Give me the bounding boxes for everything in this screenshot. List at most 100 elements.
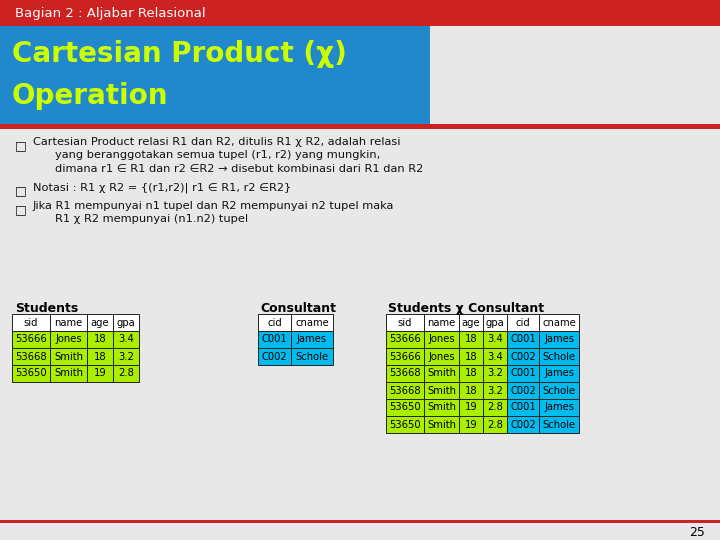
Bar [386, 365, 424, 382]
Text: 53666: 53666 [15, 334, 47, 345]
Bar [459, 399, 483, 416]
Text: C002: C002 [510, 386, 536, 395]
Text: Students: Students [15, 302, 78, 315]
Bar [424, 382, 459, 399]
Bar [539, 416, 579, 433]
Text: Schole: Schole [542, 352, 575, 361]
Text: C001: C001 [510, 368, 536, 379]
Text: 18: 18 [94, 352, 107, 361]
Text: Bagian 2 : Aljabar Relasional: Bagian 2 : Aljabar Relasional [15, 6, 206, 19]
Text: sid: sid [24, 318, 38, 327]
Text: 53668: 53668 [390, 368, 420, 379]
Text: 53666: 53666 [389, 352, 421, 361]
Text: age: age [91, 318, 109, 327]
Bar [459, 416, 483, 433]
Bar [507, 348, 539, 365]
Bar [507, 399, 539, 416]
Text: cid: cid [516, 318, 531, 327]
Text: cname: cname [295, 318, 329, 327]
Text: Consultant: Consultant [260, 302, 336, 315]
Text: Smith: Smith [54, 352, 83, 361]
Bar [424, 365, 459, 382]
Text: Jones: Jones [428, 352, 455, 361]
Text: Schole: Schole [295, 352, 328, 361]
Bar [539, 382, 579, 399]
Text: C002: C002 [261, 352, 287, 361]
Bar [113, 314, 139, 331]
Bar [507, 382, 539, 399]
Bar [291, 314, 333, 331]
Bar [0, 26, 430, 124]
Bar [12, 348, 50, 365]
Bar [424, 314, 459, 331]
Bar [50, 348, 87, 365]
Text: James: James [544, 368, 574, 379]
Text: Students χ Consultant: Students χ Consultant [388, 302, 544, 315]
Bar [539, 314, 579, 331]
Text: C001: C001 [510, 334, 536, 345]
Text: 18: 18 [464, 334, 477, 345]
Bar [258, 348, 291, 365]
Text: 18: 18 [464, 352, 477, 361]
Text: Jones: Jones [428, 334, 455, 345]
Bar [483, 416, 507, 433]
Text: name: name [55, 318, 83, 327]
Bar [507, 416, 539, 433]
Text: R1 χ R2 mempunyai (n1.n2) tupel: R1 χ R2 mempunyai (n1.n2) tupel [55, 214, 248, 225]
Text: 19: 19 [464, 420, 477, 429]
Bar [483, 365, 507, 382]
Bar [507, 331, 539, 348]
Bar [424, 399, 459, 416]
Text: Jika R1 mempunyai n1 tupel dan R2 mempunyai n2 tupel maka: Jika R1 mempunyai n1 tupel dan R2 mempun… [33, 201, 395, 211]
Bar [258, 331, 291, 348]
Text: 3.2: 3.2 [487, 386, 503, 395]
Bar [386, 399, 424, 416]
Bar [507, 314, 539, 331]
Bar [12, 331, 50, 348]
Bar [386, 416, 424, 433]
Bar [539, 331, 579, 348]
Text: cid: cid [267, 318, 282, 327]
Text: 18: 18 [464, 368, 477, 379]
Text: Smith: Smith [427, 368, 456, 379]
Text: gpa: gpa [117, 318, 135, 327]
Bar [50, 365, 87, 382]
Bar [483, 331, 507, 348]
Bar [113, 365, 139, 382]
Bar [459, 365, 483, 382]
Text: gpa: gpa [485, 318, 505, 327]
Text: 53650: 53650 [390, 420, 420, 429]
Bar [87, 365, 113, 382]
Bar [12, 314, 50, 331]
Bar [539, 365, 579, 382]
Text: □: □ [15, 203, 27, 216]
Text: 18: 18 [464, 386, 477, 395]
Text: yang beranggotakan semua tupel (r1, r2) yang mungkin,: yang beranggotakan semua tupel (r1, r2) … [55, 151, 380, 160]
Bar [424, 348, 459, 365]
Bar [258, 314, 291, 331]
Text: name: name [428, 318, 456, 327]
Text: Smith: Smith [427, 420, 456, 429]
Text: dimana r1 ∈ R1 dan r2 ∈R2 → disebut kombinasi dari R1 dan R2: dimana r1 ∈ R1 dan r2 ∈R2 → disebut komb… [55, 164, 423, 174]
Text: 3.4: 3.4 [487, 352, 503, 361]
Text: 3.4: 3.4 [487, 334, 503, 345]
Text: Schole: Schole [542, 386, 575, 395]
Text: 2.8: 2.8 [118, 368, 134, 379]
Bar [291, 331, 333, 348]
Bar [291, 348, 333, 365]
Bar [539, 399, 579, 416]
Text: James: James [544, 402, 574, 413]
Bar [386, 314, 424, 331]
Bar [539, 348, 579, 365]
Bar [386, 382, 424, 399]
Text: 25: 25 [689, 525, 705, 538]
Text: C001: C001 [510, 402, 536, 413]
Text: Cartesian Product (χ): Cartesian Product (χ) [12, 40, 347, 68]
Text: 18: 18 [94, 334, 107, 345]
Bar [386, 348, 424, 365]
Bar [0, 0, 720, 26]
Bar [87, 348, 113, 365]
Bar [459, 331, 483, 348]
Bar [113, 348, 139, 365]
Bar [483, 382, 507, 399]
